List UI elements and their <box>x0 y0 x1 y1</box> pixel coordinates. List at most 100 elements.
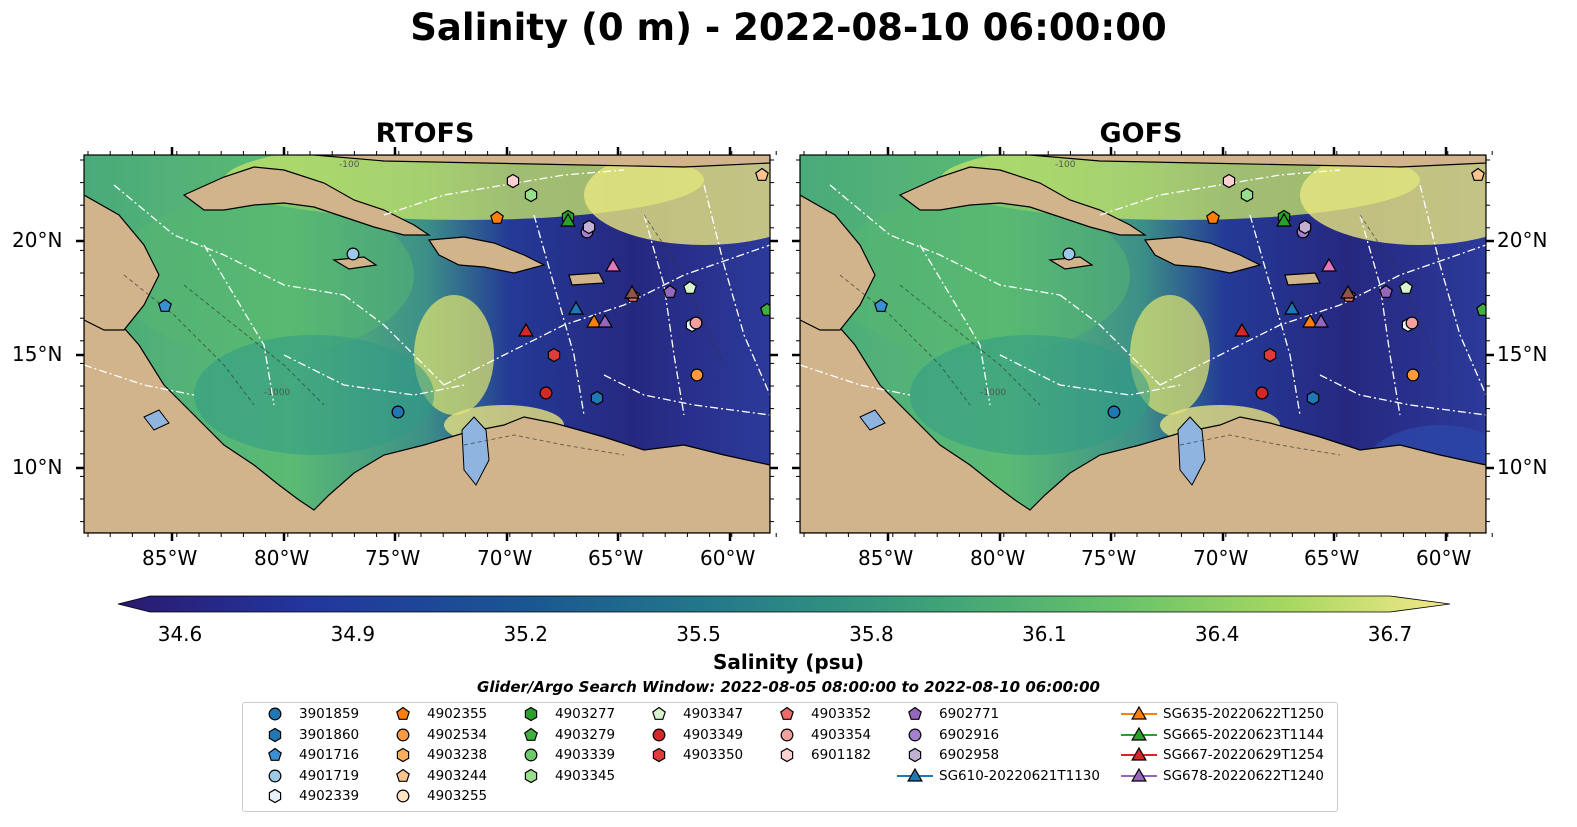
colorbar-label: Salinity (psu) <box>712 650 864 674</box>
marker-3901860 <box>590 390 604 406</box>
legend-label: 4903345 <box>555 767 616 784</box>
contour-label: -100 <box>1055 160 1076 170</box>
legend-label: 6902916 <box>939 726 1000 743</box>
marker-3901859 <box>391 405 405 419</box>
map-gofs: -100 -1000 <box>792 147 1494 541</box>
legend-marker-icon <box>908 706 922 720</box>
marker-4902355 <box>490 210 504 224</box>
marker-4903354 <box>689 316 703 330</box>
marker-sg678-20220622t1240 <box>597 313 613 328</box>
colorbar-tick-label: 34.9 <box>330 622 376 646</box>
legend-label: 4903349 <box>683 726 744 743</box>
marker-4902355 <box>1206 210 1220 224</box>
map-content: -100 -1000 <box>800 155 1486 533</box>
marker-4903349 <box>1255 386 1269 400</box>
marker-4903244 <box>1471 167 1485 181</box>
longitude-label: 75°W <box>365 546 421 570</box>
legend-label: 4902339 <box>299 788 360 804</box>
longitude-label: 85°W <box>858 546 914 570</box>
marker-4903350 <box>1263 347 1277 363</box>
colorbar <box>117 595 1451 613</box>
legend-marker-icon <box>907 767 923 782</box>
latitude-label-left: 15°N <box>12 342 63 366</box>
marker-4903350 <box>547 347 561 363</box>
marker-ng347-20220727t0000 <box>624 284 640 299</box>
marker-6902958 <box>1298 219 1312 235</box>
marker-4903345 <box>1240 187 1254 203</box>
legend-marker-icon <box>524 768 538 783</box>
colorbar-tick-label: 35.2 <box>503 622 548 646</box>
marker-sg610-20220621t1130 <box>1284 300 1300 315</box>
marker-6901182 <box>1222 173 1236 189</box>
marker-4902534 <box>690 368 704 382</box>
panel-title-rtofs: RTOFS <box>375 118 475 149</box>
figure-title: Salinity (0 m) - 2022-08-10 06:00:00 <box>410 6 1167 49</box>
marker-sg665-20220623t1144 <box>560 212 576 227</box>
legend-label: 4903255 <box>427 788 488 804</box>
legend-marker-icon <box>524 706 538 722</box>
search-window-label: Glider/Argo Search Window: 2022-08-05 08… <box>477 678 1100 696</box>
legend-label: 4903350 <box>683 747 744 763</box>
longitude-label: 80°W <box>254 546 310 570</box>
legend-label: 4903354 <box>811 726 872 743</box>
marker-4901716 <box>874 298 888 312</box>
legend-label: 6902771 <box>939 706 1000 722</box>
legend-marker-icon <box>268 727 282 742</box>
legend-label: 3901860 <box>299 726 360 743</box>
legend-label: 3901859 <box>299 706 360 722</box>
longitude-label: 60°W <box>700 546 756 570</box>
map-content: -100 -1000 <box>84 155 770 533</box>
marker-sg610-20220621t1130 <box>568 300 584 315</box>
colorbar-tick-label: 36.7 <box>1367 622 1413 646</box>
marker-sg665-20220623t1144 <box>1276 212 1292 227</box>
marker-6902771 <box>1379 284 1393 298</box>
legend-label: 6901182 <box>811 747 872 763</box>
colorbar-tick-label: 36.4 <box>1194 622 1240 646</box>
contour-label: -1000 <box>264 388 290 398</box>
legend-label: 4903347 <box>683 706 744 722</box>
legend-marker-icon <box>908 747 922 763</box>
marker-sg635-20220622t1250 <box>1302 313 1318 328</box>
legend-label: 4903279 <box>555 726 616 743</box>
marker-4903244 <box>755 167 769 181</box>
legend-label: 4903244 <box>427 767 488 784</box>
colorbar-tick-label: 35.5 <box>676 622 721 646</box>
colorbar-tick-label: 34.6 <box>157 622 203 646</box>
legend-marker-icon <box>268 747 282 761</box>
legend: 3901859 3901860 4901716 4901719 4902339 49023… <box>242 702 1338 812</box>
legend-marker-icon <box>396 789 410 803</box>
legend-marker-icon <box>1131 746 1147 761</box>
legend-label: SG610-20220621T1130 <box>939 767 1100 784</box>
legend-marker-icon <box>1131 767 1147 782</box>
marker-4901716 <box>158 298 172 312</box>
marker-6902771 <box>663 284 677 298</box>
legend-label: 4903277 <box>555 706 616 722</box>
latitude-label-right: 10°N <box>1497 455 1548 479</box>
marker-4902534 <box>1406 368 1420 382</box>
colorbar-tick-label: 36.1 <box>1022 622 1067 646</box>
latitude-label-left: 20°N <box>12 228 63 252</box>
legend-marker-icon <box>268 788 282 804</box>
marker-ng347-20220727t0000 <box>1340 284 1356 299</box>
legend-marker-icon <box>1131 705 1147 720</box>
legend-marker-icon <box>524 727 538 741</box>
contour-label: -1000 <box>980 388 1006 398</box>
longitude-label: 85°W <box>142 546 198 570</box>
marker-3901860 <box>1306 390 1320 406</box>
legend-marker-icon <box>780 706 794 720</box>
marker-4903345 <box>524 187 538 203</box>
map-panels: -100 -1000 -100 -1000 <box>76 147 1494 541</box>
latitude-label-right: 20°N <box>1497 228 1548 252</box>
map-rtofs: -100 -1000 <box>76 147 778 541</box>
legend-marker-icon <box>1131 726 1147 741</box>
legend-label: SG665-20220623T1144 <box>1163 726 1324 743</box>
legend-label: 4903238 <box>427 747 488 763</box>
legend-marker-icon <box>396 768 410 782</box>
legend-marker-icon <box>652 747 666 763</box>
marker-3901859 <box>1107 405 1121 419</box>
legend-marker-icon <box>780 728 794 741</box>
marker-4901719 <box>346 247 360 261</box>
marker-sg667-20220629t1254 <box>1234 322 1250 337</box>
marker-4903347 <box>683 280 697 294</box>
longitude-label: 70°W <box>477 546 533 570</box>
